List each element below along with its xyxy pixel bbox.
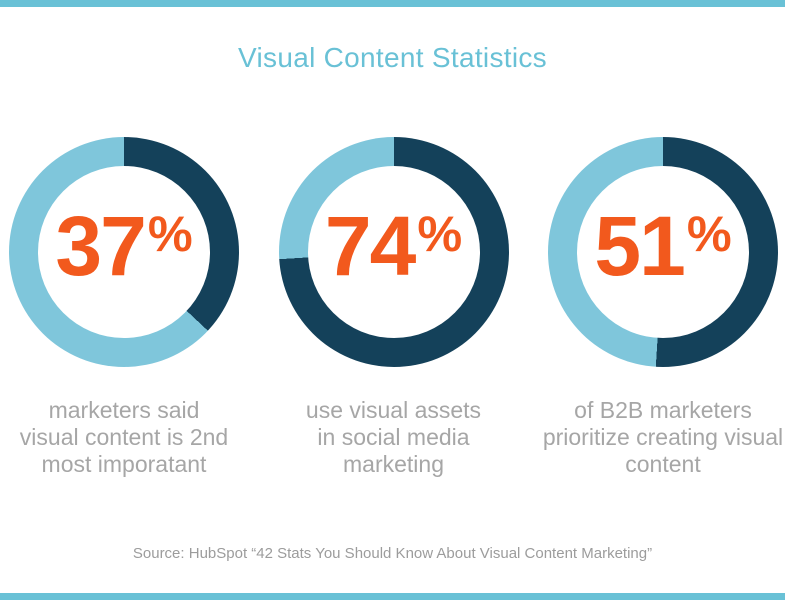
stat-caption-1: marketers said visual content is 2nd mos… (19, 397, 229, 477)
percent-sign-2: % (417, 205, 463, 262)
bottom-border (0, 593, 785, 600)
percent-sign-3: % (686, 205, 732, 262)
page-title: Visual Content Statistics (238, 42, 547, 73)
stat-number-3: 51 (594, 199, 685, 293)
donut-chart-2: 74% (278, 137, 509, 367)
top-border (0, 0, 785, 7)
stat-value-2: 74% (325, 204, 462, 300)
stat-value-3: 51% (594, 204, 731, 300)
stat-caption-3: of B2B marketers prioritize creating vis… (542, 397, 784, 477)
donut-chart-1: 37% (9, 137, 239, 367)
donut-chart-3: 51% (548, 137, 778, 367)
stat-item-2: 74% use visual assets in social media ma… (278, 137, 509, 478)
stat-caption-2: use visual assets in social media market… (305, 397, 482, 477)
stat-value-1: 37% (55, 204, 192, 300)
stats-row: 37% marketers said visual content is 2nd… (9, 137, 783, 478)
stat-number-2: 74 (324, 199, 416, 293)
stat-number-1: 37 (55, 199, 146, 293)
source-text: Source: HubSpot “42 Stats You Should Kno… (132, 545, 653, 562)
stat-item-1: 37% marketers said visual content is 2nd… (9, 137, 239, 478)
percent-sign-1: % (147, 205, 193, 262)
stat-item-3: 51% of B2B marketers prioritize creating… (543, 137, 783, 478)
